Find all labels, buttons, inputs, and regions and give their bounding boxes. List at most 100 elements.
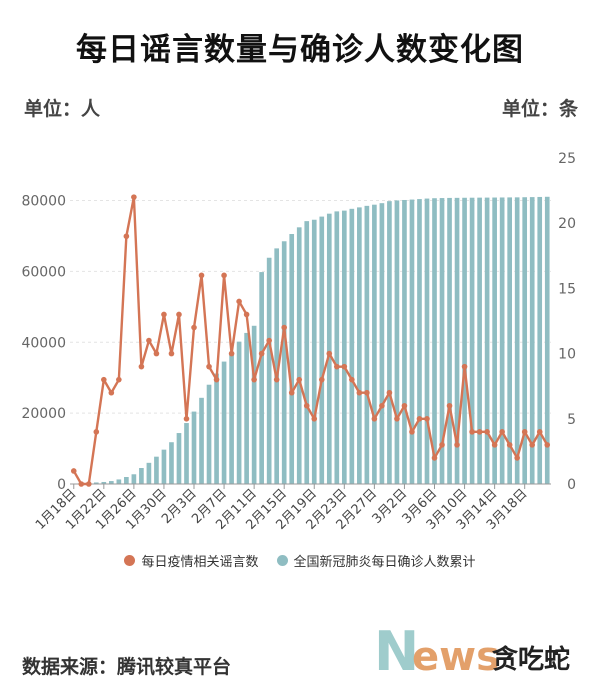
rumor-point <box>439 442 445 448</box>
confirmed-bar <box>334 211 340 484</box>
rumor-point <box>93 429 100 435</box>
rumor-point <box>296 376 303 383</box>
confirmed-bar <box>169 442 174 484</box>
rumor-point <box>499 429 505 435</box>
confirmed-bar <box>492 197 497 484</box>
confirmed-bar <box>379 203 385 484</box>
confirmed-bar <box>184 423 189 484</box>
rumor-point <box>484 429 490 435</box>
y-right-tick-label: 0 <box>567 477 576 493</box>
confirmed-bar <box>93 482 99 484</box>
confirmed-bar <box>319 216 325 484</box>
confirmed-bar <box>484 197 490 484</box>
y-right-tick-label: 15 <box>558 281 576 297</box>
legend-swatch-rumors <box>124 555 136 566</box>
confirmed-bar <box>221 361 227 484</box>
right-axis-unit: 单位：条 <box>501 98 578 120</box>
rumor-point <box>191 324 197 331</box>
y-left-tick-label: 0 <box>57 477 66 493</box>
confirmed-bar <box>139 468 144 484</box>
y-left-tick-label: 20000 <box>21 406 66 422</box>
left-axis-unit: 单位：人 <box>24 98 101 120</box>
confirmed-bar <box>101 481 107 484</box>
rumor-point <box>213 376 220 383</box>
confirmed-bar <box>274 248 280 484</box>
rumor-point <box>78 481 85 487</box>
confirmed-bar <box>394 200 400 484</box>
rumor-point <box>206 363 212 370</box>
rumor-point <box>161 311 167 318</box>
confirmed-bar <box>109 481 114 484</box>
confirmed-bar <box>341 210 347 484</box>
rumor-point <box>536 429 543 435</box>
rumor-point <box>116 376 122 383</box>
rumor-point <box>409 429 415 435</box>
confirmed-bar <box>289 234 295 484</box>
confirmed-bar <box>514 197 520 484</box>
rumor-point <box>349 376 355 383</box>
confirmed-bar <box>161 449 167 484</box>
confirmed-bar <box>311 219 317 484</box>
logo-word-ews: ews <box>412 634 500 680</box>
confirmed-bar <box>131 474 137 484</box>
confirmed-bar <box>214 373 219 484</box>
news-logo: N ews 贪吃蛇 <box>374 620 570 682</box>
confirmed-bar <box>477 197 482 485</box>
confirmed-bar <box>462 197 467 485</box>
rumor-point <box>303 402 310 409</box>
rumor-point <box>379 402 385 409</box>
rumor-point <box>326 350 333 357</box>
rumor-point <box>461 363 468 370</box>
rumor-point <box>228 350 235 357</box>
rumor-point <box>131 194 137 200</box>
confirmed-bar <box>116 479 122 484</box>
rumor-point <box>108 389 115 396</box>
logo-word: N <box>374 620 419 682</box>
rumor-point <box>529 442 536 448</box>
confirmed-bar <box>266 257 272 484</box>
confirmed-bar <box>469 197 475 484</box>
rumor-point <box>281 324 287 331</box>
rumor-point <box>123 233 130 240</box>
rumor-point <box>386 389 393 396</box>
confirmed-bar <box>432 198 437 484</box>
y-left-tick-label: 60000 <box>21 264 66 280</box>
y-right-tick-label: 25 <box>558 151 576 167</box>
confirmed-bar <box>372 204 377 484</box>
rumor-point <box>273 376 280 383</box>
rumor-point <box>476 429 483 435</box>
logo-suffix: 贪吃蛇 <box>492 644 570 675</box>
rumor-point <box>168 350 175 357</box>
confirmed-bar <box>281 241 287 484</box>
confirmed-bar <box>364 205 370 484</box>
rumor-point <box>176 311 182 318</box>
confirmed-bar <box>447 197 452 484</box>
rumor-point <box>514 455 520 461</box>
confirmed-bar <box>326 213 332 485</box>
rumor-point <box>341 363 348 370</box>
rumor-point <box>431 455 438 461</box>
rumor-point <box>311 416 318 422</box>
rumor-point <box>334 363 340 370</box>
legend-item-confirmed[interactable]: 全国新冠肺炎每日确诊人数累计 <box>276 551 476 570</box>
confirmed-bar <box>424 198 430 484</box>
confirmed-bar <box>499 197 505 484</box>
rumor-point <box>544 442 551 448</box>
confirmed-bar <box>236 341 242 484</box>
confirmed-bar <box>229 352 234 484</box>
y-right-tick-label: 5 <box>567 412 576 428</box>
confirmed-bar <box>176 433 182 484</box>
rumor-point <box>198 272 205 279</box>
rumor-point <box>506 442 513 448</box>
confirmed-bar <box>244 332 249 484</box>
rumor-point <box>446 402 453 409</box>
confirmed-bar <box>402 199 407 484</box>
confirmed-bar <box>529 197 535 484</box>
rumor-point <box>469 429 475 435</box>
legend-item-rumors[interactable]: 每日疫情相关谣言数 <box>124 551 259 570</box>
confirmed-bar <box>199 397 204 484</box>
rumor-point <box>243 311 250 318</box>
confirmed-bar <box>537 196 543 485</box>
rumor-point <box>371 416 378 422</box>
